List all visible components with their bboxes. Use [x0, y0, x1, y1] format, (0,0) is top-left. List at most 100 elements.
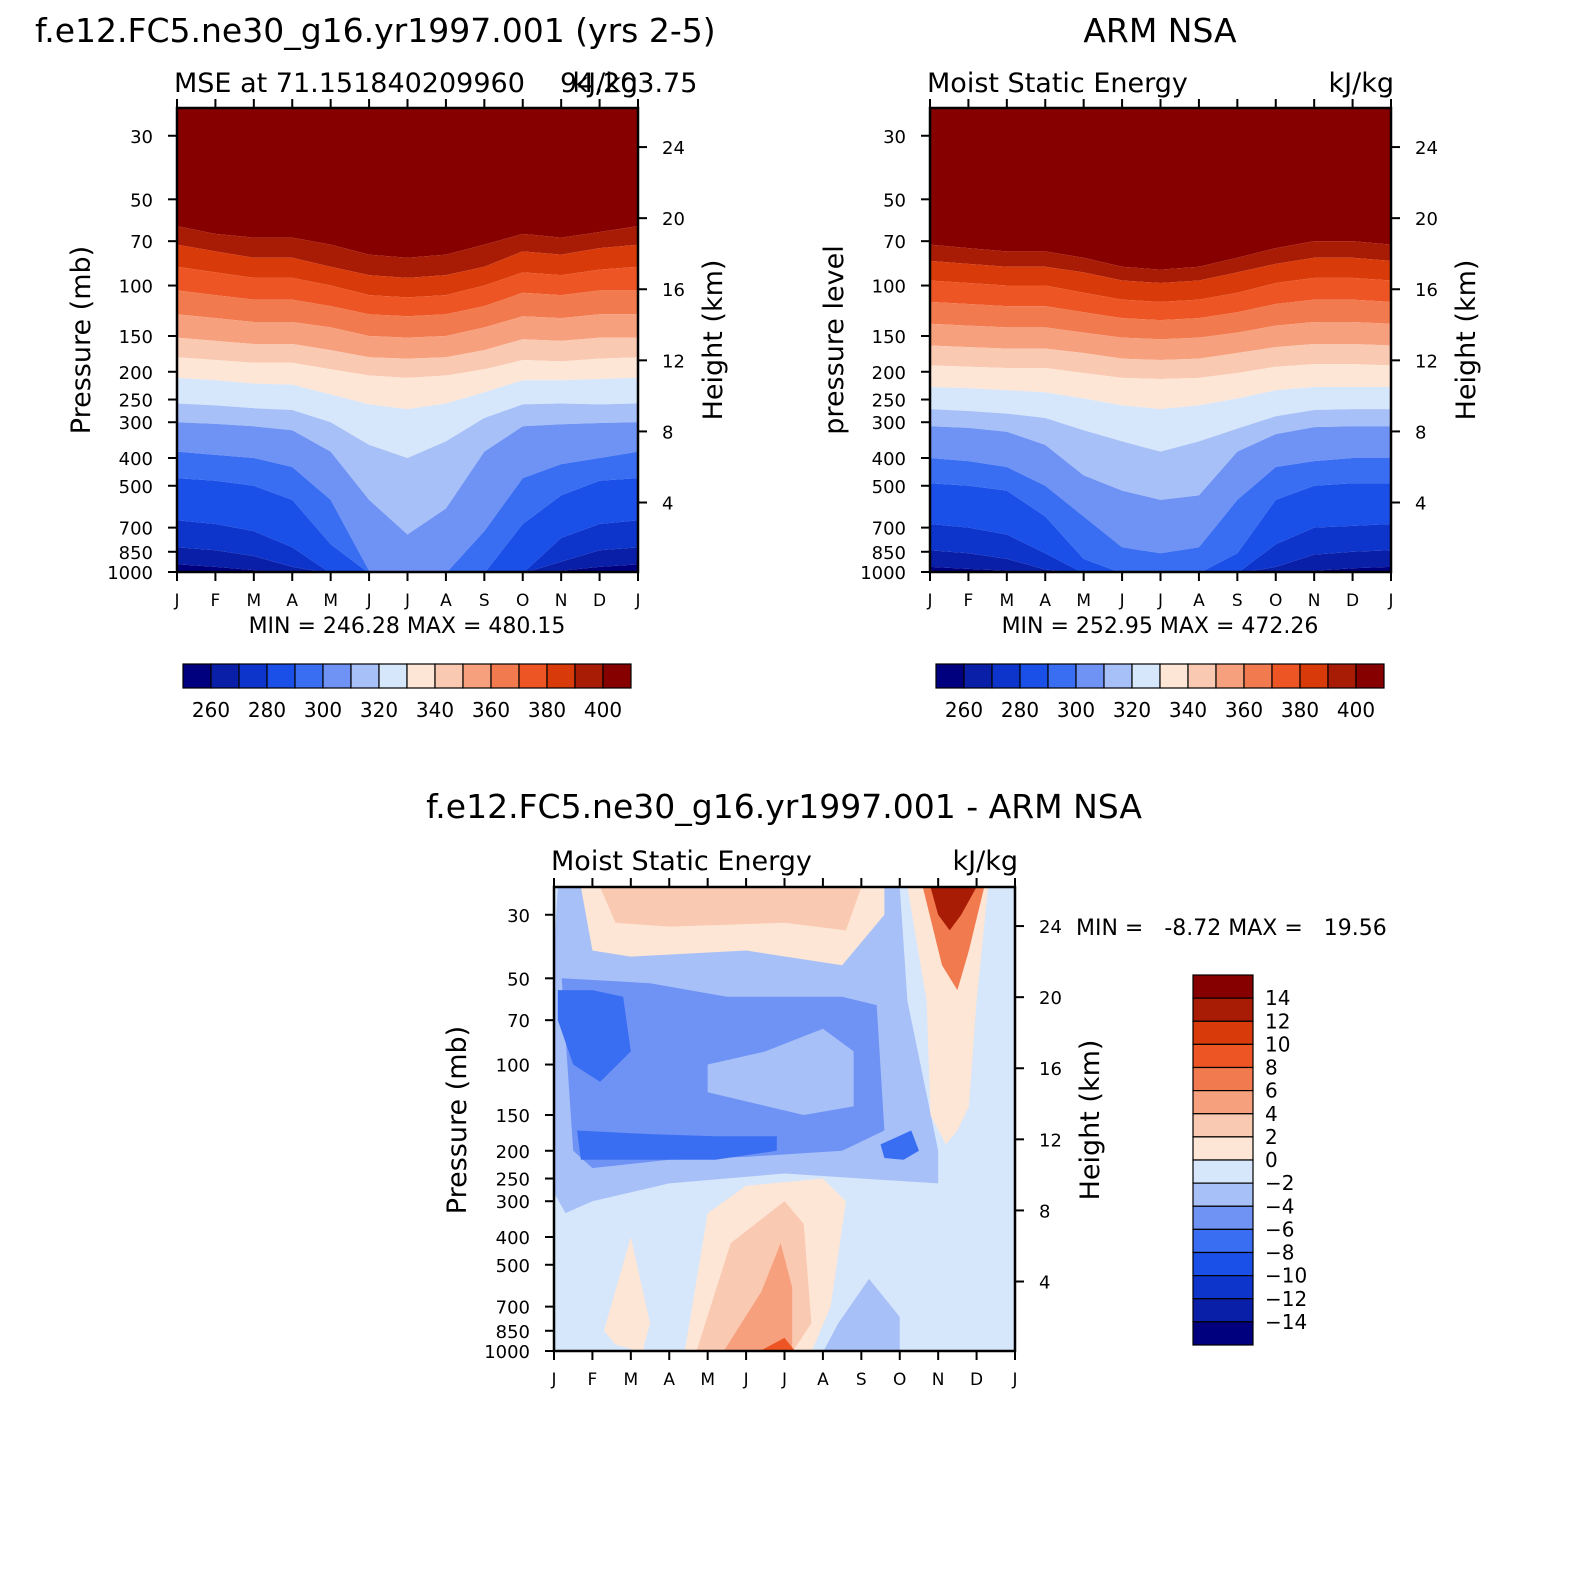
contour-band — [930, 524, 1391, 572]
y-tick-label: 850 — [872, 543, 906, 564]
colorbar-cell — [350, 663, 380, 689]
x-tick-label: M — [623, 1370, 638, 1390]
colorbar-label: 400 — [1337, 698, 1375, 722]
diff-height-label: Height (km) — [1075, 1040, 1106, 1201]
diff-subtitle-left: Moist Static Energy — [551, 846, 812, 877]
contour-band — [930, 108, 1391, 270]
diff-colorbar-cell — [1192, 1136, 1254, 1161]
colorbar-label: 280 — [1001, 698, 1039, 722]
x-tick-label: M — [246, 591, 261, 611]
x-tick-label: M — [999, 591, 1014, 611]
model-ylabel: Pressure (mb) — [66, 246, 97, 434]
y-tick-label: 700 — [872, 519, 906, 540]
x-tick-label: A — [817, 1370, 829, 1390]
contour-band — [177, 478, 638, 572]
x-tick-label: N — [555, 591, 568, 611]
diff-colorbar-label: 4 — [1265, 1102, 1278, 1126]
x-tick-label: J — [1011, 1370, 1017, 1390]
x-tick-label: A — [1039, 591, 1051, 611]
x-tick-label: O — [1269, 591, 1282, 611]
positive-nov-peak — [930, 887, 977, 931]
height-tick-label: 24 — [662, 138, 685, 159]
contour-band — [177, 244, 638, 298]
height-tick-label: 16 — [662, 280, 685, 301]
diff-colorbar-label: −2 — [1265, 1171, 1294, 1195]
height-tick-label: 12 — [662, 351, 685, 372]
y-tick-label: 250 — [872, 391, 906, 412]
y-tick-label: 50 — [507, 969, 530, 990]
height-tick-label: 20 — [662, 209, 685, 230]
colorbar-label: 320 — [360, 698, 398, 722]
colorbar-label: 280 — [248, 698, 286, 722]
contour-band — [930, 344, 1391, 380]
colorbar-label: 340 — [1169, 698, 1207, 722]
y-tick-label: 200 — [496, 1142, 530, 1163]
diff-colorbar-label: −4 — [1265, 1194, 1294, 1218]
x-tick-label: D — [1346, 591, 1359, 611]
height-tick-label: 16 — [1415, 280, 1438, 301]
diff-colorbar-label: 10 — [1265, 1032, 1290, 1056]
x-tick-label: J — [173, 591, 179, 611]
diff-subtitle-right: kJ/kg — [953, 846, 1018, 877]
model-height-label: Height (km) — [698, 260, 729, 421]
diff-colorbar-cell — [1192, 1020, 1254, 1045]
panel-model: f.e12.FC5.ne30_g16.yr1997.001 (yrs 2-5) … — [35, 11, 729, 722]
negative-fall-surface — [823, 1278, 900, 1351]
colorbar-label: 260 — [192, 698, 230, 722]
contour-band — [930, 364, 1391, 410]
height-tick-label: 12 — [1415, 351, 1438, 372]
colorbar-label: 320 — [1113, 698, 1151, 722]
y-tick-label: 1000 — [860, 563, 906, 584]
diff-colorbar-cell — [1192, 1090, 1254, 1115]
y-tick-label: 70 — [130, 232, 153, 253]
diff-colorbar-cell — [1192, 1113, 1254, 1138]
x-tick-label: J — [634, 591, 640, 611]
x-tick-label: A — [286, 591, 298, 611]
colorbar-cell — [1271, 663, 1301, 689]
x-tick-label: A — [1193, 591, 1205, 611]
diff-colorbar-cell — [1192, 1182, 1254, 1207]
y-tick-label: 200 — [872, 363, 906, 384]
colorbar-cell — [518, 663, 548, 689]
y-tick-label: 70 — [507, 1011, 530, 1032]
y-tick-label: 150 — [119, 327, 153, 348]
x-tick-label: N — [932, 1370, 945, 1390]
colorbar-cell — [602, 663, 632, 689]
y-tick-label: 850 — [119, 543, 153, 564]
contour-band — [930, 299, 1391, 340]
diff-colorbar-label: 2 — [1265, 1125, 1278, 1149]
model-subtitle-right: kJ/kg — [573, 68, 638, 99]
x-tick-label: O — [516, 591, 529, 611]
y-tick-label: 500 — [496, 1256, 530, 1277]
model-subtitle-left: MSE at 71.151840209960 — [174, 68, 525, 99]
diff-contour-plot — [554, 887, 1015, 1351]
x-tick-label: J — [781, 1370, 787, 1390]
contour-band — [930, 257, 1391, 302]
colorbar-label: 380 — [528, 698, 566, 722]
colorbar-cell — [935, 663, 965, 689]
contour-band — [177, 337, 638, 378]
x-tick-label: F — [964, 591, 974, 611]
diff-stats: MIN = -8.72 MAX = 19.56 — [1076, 916, 1387, 941]
positive-top-mid — [600, 887, 862, 931]
y-tick-label: 850 — [496, 1322, 530, 1343]
obs-subtitle-left: Moist Static Energy — [927, 68, 1188, 99]
colorbar-label: 300 — [304, 698, 342, 722]
diff-colorbar-label: −8 — [1265, 1241, 1294, 1265]
height-tick-label: 8 — [662, 422, 673, 443]
contour-band — [177, 377, 638, 459]
contour-band — [177, 266, 638, 317]
y-tick-label: 250 — [119, 391, 153, 412]
height-tick-label: 24 — [1415, 138, 1438, 159]
x-tick-label: J — [1387, 591, 1393, 611]
model-stats: MIN = 246.28 MAX = 480.15 — [249, 614, 566, 639]
diff-colorbar-label: −14 — [1265, 1310, 1307, 1334]
y-tick-label: 200 — [119, 363, 153, 384]
contour-band — [177, 290, 638, 338]
contour-band — [177, 357, 638, 410]
height-tick-label: 24 — [1039, 917, 1062, 938]
obs-stats: MIN = 252.95 MAX = 472.26 — [1002, 614, 1319, 639]
colorbar-cell — [963, 663, 993, 689]
